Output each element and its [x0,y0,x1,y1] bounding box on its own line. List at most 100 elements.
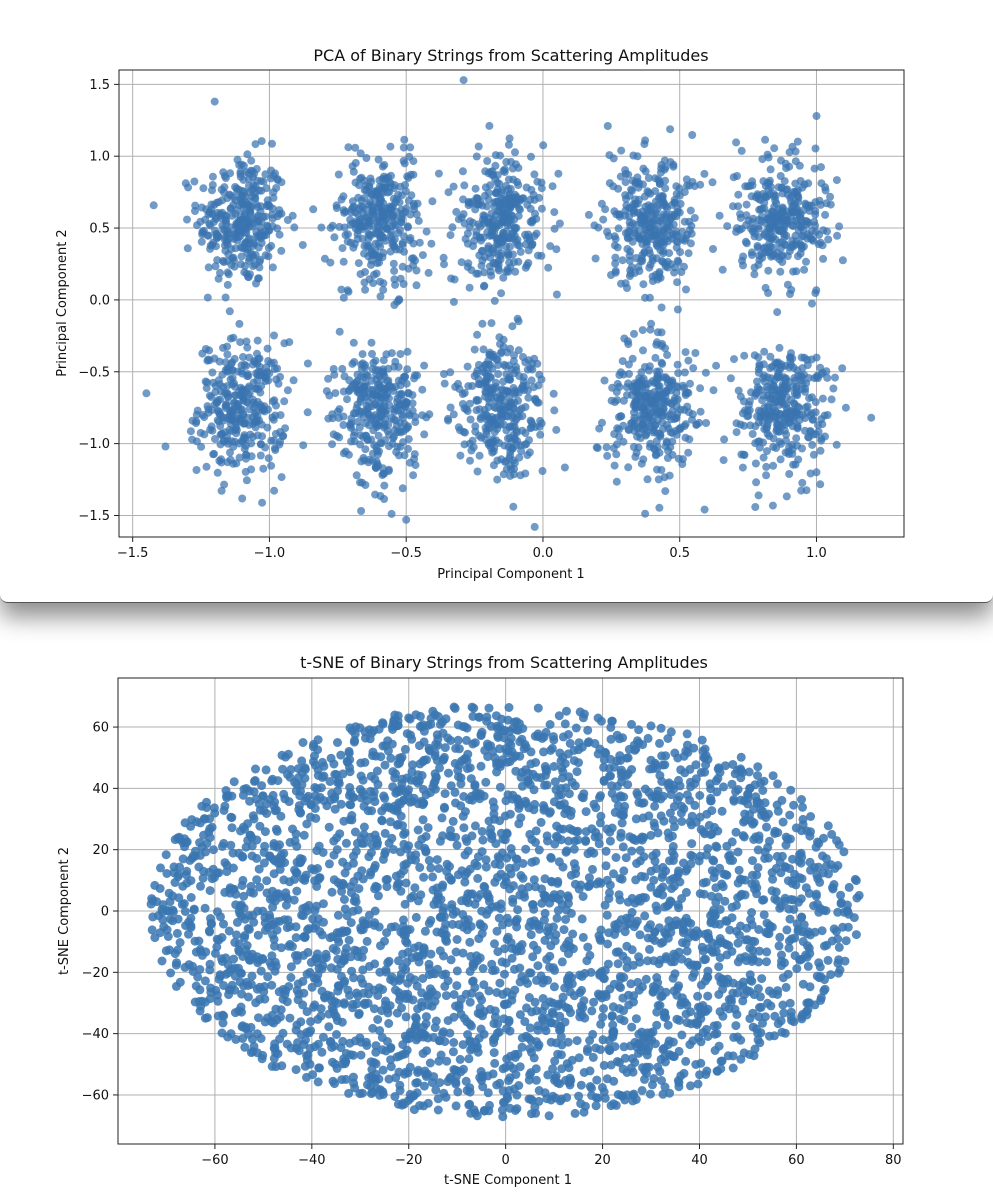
pca-point [473,467,482,476]
pca-point [623,233,632,242]
tsne-point [574,1091,584,1101]
pca-point [403,223,412,232]
pca-point [673,305,682,314]
pca-point [818,241,827,250]
pca-point [263,196,272,205]
pca-point [400,135,409,144]
tsne-point [217,1028,227,1038]
pca-point [454,215,463,224]
tsne-chart: t-SNE of Binary Strings from Scattering … [57,653,904,1188]
pca-point [512,224,521,232]
tsne-title: t-SNE of Binary Strings from Scattering … [300,653,708,672]
tsne-point [747,976,757,986]
pca-point [616,172,625,181]
tsne-point [753,762,763,772]
pca-point [468,436,477,445]
pca-point [184,183,193,192]
pca-point [334,413,343,422]
pca-point [648,415,657,424]
pca-point [277,246,286,255]
pca-point [827,395,836,404]
pca-point [208,368,217,377]
pca-point [186,427,195,436]
pca-point [390,242,399,251]
pca-point [754,222,763,231]
tsne-point [631,875,641,885]
pca-point [612,477,621,486]
pca-point [498,386,507,395]
tsne-point [448,816,458,826]
pca-point [226,191,235,200]
pca-point [466,199,475,208]
pca-point [339,257,348,266]
tsne-point [448,1047,458,1057]
pca-point [611,253,620,262]
pca-point [595,424,604,433]
tsne-point [513,905,523,915]
pca-point [612,450,621,459]
pca-point [521,403,530,411]
pca-point [257,137,266,146]
pca-point [470,345,479,354]
pca-point [247,156,256,165]
tsne-point [195,838,205,848]
tsne-point [201,847,211,857]
pca-point [832,176,841,185]
tsne-point [293,995,303,1005]
pca-point [259,464,268,473]
pca-point [467,266,476,275]
pca-point [639,346,647,355]
tsne-point [209,845,218,855]
pca-point [271,411,280,420]
pca-x-tick-label: −1.0 [254,546,286,561]
pca-point [497,348,506,356]
pca-point [499,402,507,411]
pca-point [272,184,281,192]
pca-point [261,443,270,452]
pca-point [458,167,467,176]
pca-point [251,140,260,149]
pca-point [351,178,360,187]
pca-point [200,430,209,439]
pca-point [777,156,785,165]
pca-point [867,413,876,422]
pca-point [275,230,284,239]
pca-point [764,289,773,297]
pca-point [192,466,201,474]
pca-point [773,308,782,317]
pca-point [368,349,376,358]
tsne-point [785,914,795,924]
pca-point [493,475,502,484]
tsne-point [764,986,774,996]
pca-point [689,364,698,373]
pca-point [375,194,384,203]
pca-point [226,455,235,464]
pca-point [678,228,687,236]
pca-point [394,363,403,372]
pca-point [774,183,783,192]
tsne-point [462,735,471,745]
pca-point [680,422,689,430]
pca-point [682,175,691,184]
pca-x-tick-label: −1.5 [117,546,149,561]
pca-point [737,146,746,155]
pca-point [337,195,346,204]
pca-point [401,181,410,189]
pca-point [790,199,799,208]
pca-point [260,402,269,411]
pca-point [198,227,207,236]
tsne-point [481,855,491,865]
pca-point [254,217,263,226]
pca-point [812,468,821,477]
pca-point [244,384,253,393]
tsne-point [621,853,631,863]
pca-point [415,238,424,247]
pca-point [255,362,264,371]
pca-point [602,443,611,452]
pca-point [397,400,406,409]
tsne-point [685,1040,695,1050]
tsne-point [455,1054,465,1064]
pca-point [203,356,212,365]
pca-point [630,329,638,338]
pca-point [744,216,753,225]
